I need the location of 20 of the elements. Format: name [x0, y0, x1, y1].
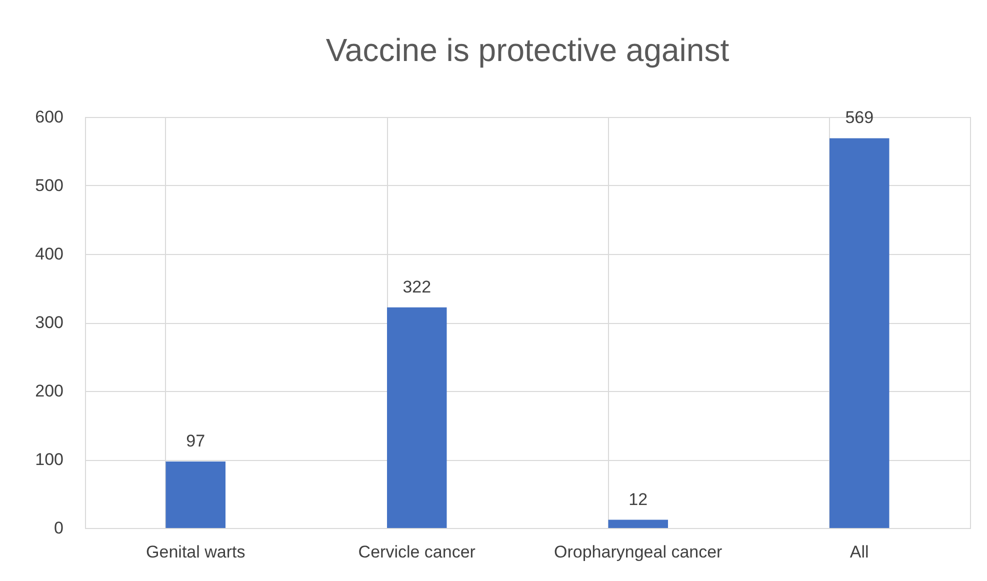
bar: [608, 520, 668, 528]
data-label: 322: [402, 277, 432, 296]
y-tick-label: 500: [35, 176, 64, 195]
bar: [166, 462, 226, 528]
data-label: 97: [186, 432, 206, 451]
data-label: 12: [628, 490, 648, 509]
y-tick-label: 100: [35, 450, 64, 469]
y-tick-label: 200: [35, 382, 64, 400]
y-tick-label: 300: [35, 313, 64, 332]
y-tick-label: 400: [35, 244, 64, 264]
y-tick-label: 600: [35, 108, 64, 126]
x-tick-label: Cervicle cancer: [358, 542, 476, 562]
x-tick-label: Genital warts: [146, 542, 246, 562]
y-tick-label: 0: [54, 518, 64, 538]
bar: [830, 138, 890, 528]
x-tick-label: Oropharyngeal cancer: [554, 542, 723, 562]
data-label: 569: [845, 108, 874, 128]
chart-title: Vaccine is protective against: [326, 32, 730, 68]
bar: [387, 307, 447, 528]
x-tick-label: All: [850, 542, 869, 562]
